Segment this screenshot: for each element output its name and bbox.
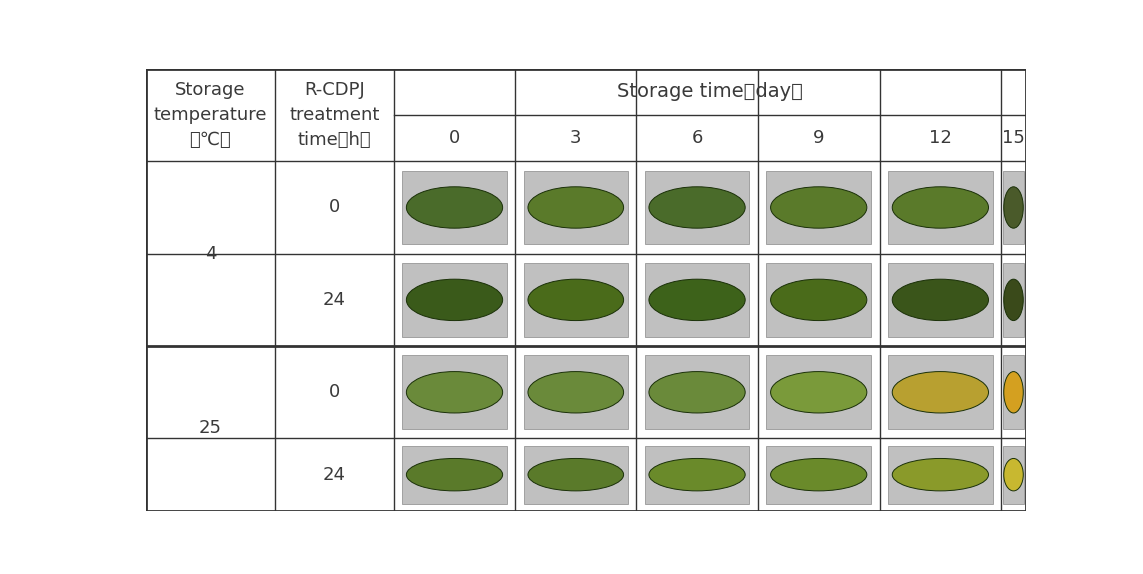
Ellipse shape [407,371,503,413]
Ellipse shape [893,279,989,320]
Ellipse shape [1004,459,1023,491]
Ellipse shape [893,187,989,228]
Ellipse shape [528,187,624,228]
Text: R-CDPJ
treatment
time（h）: R-CDPJ treatment time（h） [289,81,379,149]
Bar [402,446,506,503]
Ellipse shape [770,187,866,228]
Bar [767,170,871,245]
Bar [645,170,750,245]
Bar [767,263,871,337]
Text: 12: 12 [929,129,952,147]
Bar [767,355,871,429]
Ellipse shape [649,279,745,320]
Ellipse shape [649,187,745,228]
Ellipse shape [649,371,745,413]
Text: 24: 24 [322,291,346,309]
Text: 4: 4 [205,245,216,263]
Ellipse shape [770,279,866,320]
Text: 0: 0 [329,199,339,216]
Text: 9: 9 [813,129,824,147]
Ellipse shape [407,279,503,320]
Bar [888,263,992,337]
Ellipse shape [1004,187,1023,228]
Bar [1002,355,1024,429]
Ellipse shape [407,187,503,228]
Bar [523,263,628,337]
Text: Storage
temperature
（℃）: Storage temperature （℃） [153,81,267,149]
Text: 15: 15 [1002,129,1025,147]
Ellipse shape [893,459,989,491]
Ellipse shape [407,459,503,491]
Bar [1002,263,1024,337]
Bar [645,263,750,337]
Ellipse shape [770,459,866,491]
Bar [1002,170,1024,245]
Text: 6: 6 [692,129,703,147]
Ellipse shape [528,279,624,320]
Ellipse shape [528,459,624,491]
Ellipse shape [528,371,624,413]
Bar [523,170,628,245]
Bar [645,446,750,503]
Bar [767,446,871,503]
Text: 0: 0 [449,129,461,147]
Ellipse shape [770,371,866,413]
Bar [645,355,750,429]
Bar [1002,446,1024,503]
Ellipse shape [649,459,745,491]
Bar [888,355,992,429]
Bar [402,263,506,337]
Bar [523,446,628,503]
Ellipse shape [1004,371,1023,413]
Bar [888,446,992,503]
Ellipse shape [1004,279,1023,320]
Bar [402,355,506,429]
Bar [402,170,506,245]
Text: 25: 25 [199,420,222,437]
Bar [523,355,628,429]
Text: Storage time（day）: Storage time（day） [617,83,802,102]
Text: 0: 0 [329,383,339,401]
Text: 3: 3 [570,129,582,147]
Bar [888,170,992,245]
Ellipse shape [893,371,989,413]
Text: 24: 24 [322,466,346,484]
